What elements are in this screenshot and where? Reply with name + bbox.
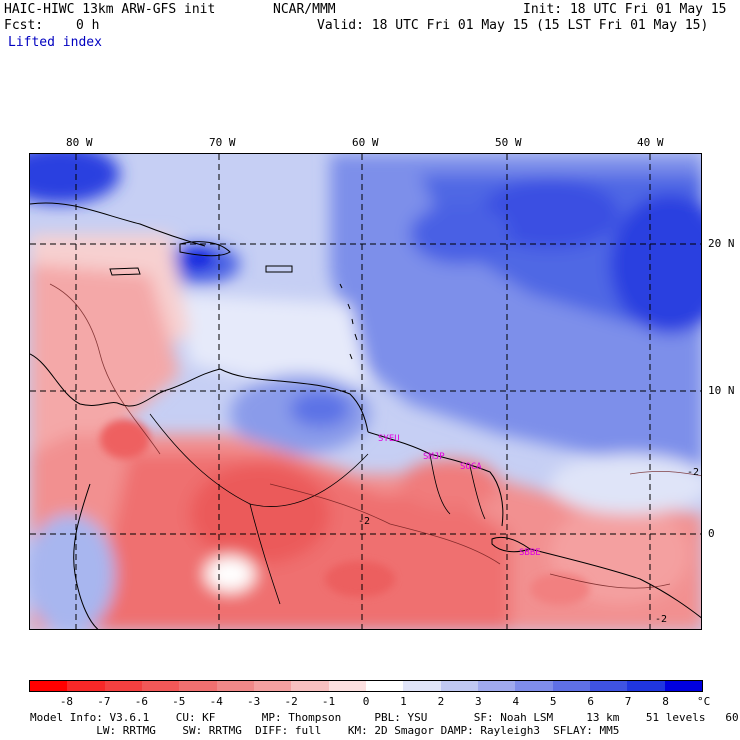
model-info-line2: LW: RRTMG SW: RRTMG DIFF: full KM: 2D Sm… <box>30 724 620 737</box>
lon-label-40w: 40 W <box>637 136 664 149</box>
lifted-index-map: -2 -2 -2 SYEU SMJP SOCA SBBE <box>29 153 702 630</box>
station-label: SYEU <box>378 434 400 444</box>
lat-label-10n: 10 N <box>708 384 735 397</box>
field-shading <box>30 154 701 629</box>
station-label: SBBE <box>519 548 541 558</box>
contour-label: -2 <box>655 614 668 625</box>
colorbar-tick-label: 5 <box>549 695 557 708</box>
colorbar-tick-label: -4 <box>209 695 223 708</box>
colorbar-swatch <box>440 681 478 691</box>
colorbar-swatch <box>67 681 105 691</box>
colorbar-swatch <box>515 681 553 691</box>
field-detail <box>100 253 590 605</box>
colorbar-swatch <box>552 681 590 691</box>
colorbar-swatch <box>589 681 628 691</box>
colorbar-swatch <box>664 681 702 691</box>
colorbar-tick-label: -6 <box>134 695 148 708</box>
map-canvas <box>30 154 701 629</box>
model-info-line1: Model Info: V3.6.1 CU: KF MP: Thompson P… <box>30 711 740 724</box>
lon-label-80w: 80 W <box>66 136 93 149</box>
colorbar-swatch <box>365 681 404 691</box>
colorbar-swatch <box>179 681 217 691</box>
field-name: Lifted index <box>8 35 102 50</box>
colorbar-tick-label: 2 <box>437 695 445 708</box>
valid-time: Valid: 18 UTC Fri 01 May 15 (15 LST Fri … <box>317 18 709 33</box>
fcst-label: Fcst: <box>4 18 44 33</box>
org-label: NCAR/MMM <box>273 2 336 17</box>
colorbar-tick-label: -2 <box>284 695 298 708</box>
colorbar-tick-label: 3 <box>475 695 482 708</box>
colorbar-tick-label: -3 <box>247 695 261 708</box>
colorbar-swatch <box>403 681 441 691</box>
contours <box>49 283 701 589</box>
fcst-value: 0 h <box>76 18 100 33</box>
colorbar-tick-label: -7 <box>97 695 111 708</box>
colorbar-tick-label: 6 <box>587 695 594 708</box>
colorbar-swatch <box>253 681 292 691</box>
init-time: Init: 18 UTC Fri 01 May 15 <box>523 2 727 17</box>
colorbar-tick-label: -8 <box>59 695 74 708</box>
lat-label-0: 0 <box>708 527 715 540</box>
colorbar-tick-label: 7 <box>624 695 632 708</box>
lon-label-50w: 50 W <box>495 136 522 149</box>
colorbar-tick-label: 0 <box>362 695 370 708</box>
colorbar-tick-label: -5 <box>172 695 186 708</box>
colorbar-swatch <box>291 681 329 691</box>
colorbar-swatch <box>627 681 665 691</box>
station-label: SMJP <box>423 452 445 462</box>
station-label: SOCA <box>460 462 482 472</box>
coastlines <box>30 202 701 629</box>
colorbar-swatch <box>477 681 516 691</box>
colorbar-unit: °C <box>697 695 711 708</box>
colorbar-tick-label: 4 <box>512 695 520 708</box>
colorbar-swatch <box>141 681 180 691</box>
contour-label: -2 <box>358 516 371 527</box>
lat-label-20n: 20 N <box>708 237 735 250</box>
lon-label-70w: 70 W <box>209 136 236 149</box>
colorbar-swatch <box>216 681 254 691</box>
colorbar-tick-label: -1 <box>321 695 336 708</box>
colorbar-tick-label: 8 <box>662 695 669 708</box>
borders <box>149 413 486 605</box>
contour-label: -2 <box>687 467 700 478</box>
lon-label-60w: 60 W <box>352 136 379 149</box>
colorbar <box>29 680 703 692</box>
latlon-grid <box>30 154 701 629</box>
model-title: HAIC-HIWC 13km ARW-GFS init <box>4 2 216 17</box>
colorbar-swatch <box>328 681 366 691</box>
colorbar-tick-label: 1 <box>400 695 407 708</box>
colorbar-swatch <box>30 681 68 691</box>
colorbar-swatch <box>104 681 142 691</box>
